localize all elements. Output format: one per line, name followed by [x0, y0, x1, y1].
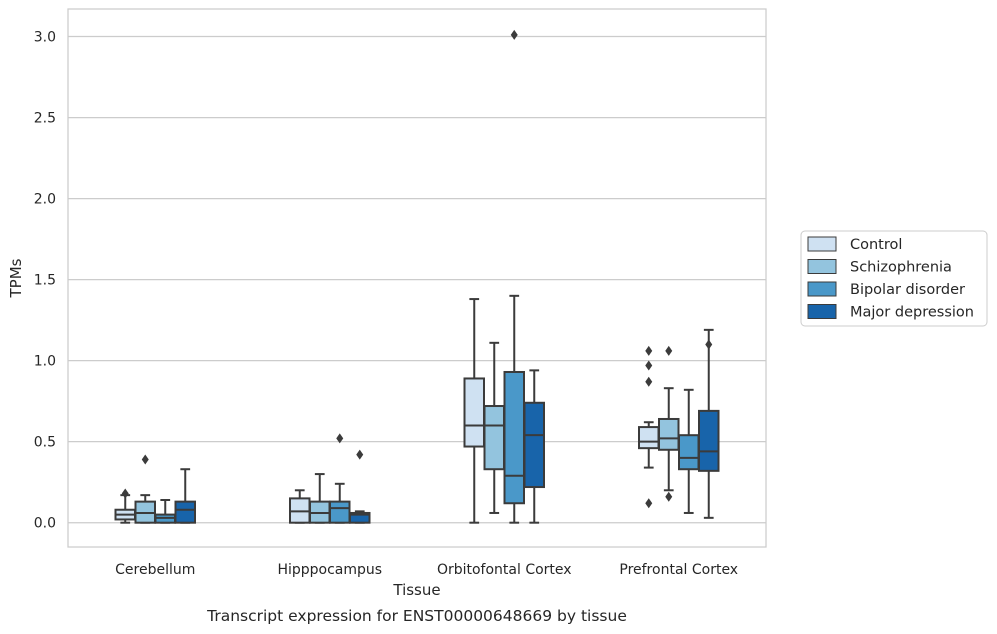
box-control [638, 345, 660, 509]
legend: Control Schizophrenia Bipolar disorder Majo… [800, 230, 988, 327]
legend-swatch [807, 236, 837, 252]
box-schizophrenia [134, 454, 156, 524]
y-tick-label: 0.5 [34, 435, 56, 451]
grid-lines [68, 35, 766, 524]
box-schizophrenia [483, 341, 505, 514]
box-group [114, 29, 720, 524]
legend-swatch [807, 281, 837, 297]
y-tick-label: 1.5 [34, 273, 56, 289]
box-major-depression [698, 328, 720, 519]
outlier-point [645, 376, 653, 387]
legend-swatch [807, 259, 837, 274]
box-body [329, 500, 351, 524]
box-major-depression [523, 369, 545, 524]
box-body [698, 409, 720, 472]
legend-label: Bipolar disorder [850, 282, 965, 298]
box-schizophrenia [658, 345, 680, 502]
x-tick-label: Orbitofontal Cortex [437, 562, 572, 578]
box-bipolar-disorder [503, 29, 525, 524]
y-tick-label: 2.5 [34, 111, 56, 127]
x-axis: Cerebellum Hipppocampus Orbitofontal Corte… [115, 562, 738, 578]
x-tick-label: Cerebellum [115, 562, 195, 578]
box-bipolar-disorder [154, 499, 176, 524]
outlier-point [121, 488, 129, 499]
y-axis-label: TPMs [7, 258, 25, 298]
legend-label: Schizophrenia [850, 260, 952, 276]
box-control [463, 298, 485, 524]
y-tick-label: 2.0 [34, 192, 56, 208]
box-body [638, 426, 660, 450]
box-body [658, 417, 680, 451]
x-axis-label: Tissue [392, 581, 440, 599]
outlier-point [645, 498, 653, 509]
box-major-depression [349, 449, 371, 524]
legend-frame [800, 230, 988, 327]
box-major-depression [174, 468, 196, 524]
box-control [289, 489, 311, 524]
y-tick-label: 3.0 [34, 30, 56, 46]
box-body [678, 434, 700, 471]
box-body [503, 370, 525, 505]
legend-label: Major depression [850, 305, 974, 321]
outlier-point [665, 345, 673, 356]
outlier-point [705, 339, 713, 350]
plot-frame [67, 8, 767, 548]
y-tick-label: 1.0 [34, 354, 56, 370]
box-body [483, 405, 505, 471]
outlier-point [141, 454, 149, 465]
chart-caption: Transcript expression for ENST0000064866… [206, 607, 627, 625]
outlier-point [356, 449, 364, 460]
outlier-point [510, 29, 518, 40]
x-tick-label: Prefrontal Cortex [619, 562, 738, 578]
box-bipolar-disorder [329, 433, 351, 524]
y-axis: 0.0 0.5 1.0 1.5 2.0 2.5 3.0 [34, 30, 56, 532]
y-tick-label: 0.0 [34, 516, 56, 532]
outlier-point [336, 433, 344, 444]
box-schizophrenia [309, 473, 331, 524]
legend-label: Control [850, 237, 902, 253]
box-control [114, 488, 136, 524]
box-body [523, 401, 545, 489]
legend-swatch [807, 304, 837, 319]
box-body [463, 377, 485, 448]
box-body [174, 500, 196, 524]
box-body [349, 511, 371, 524]
outlier-point [665, 491, 673, 502]
box-bipolar-disorder [678, 388, 700, 514]
x-tick-label: Hipppocampus [277, 562, 382, 578]
outlier-point [645, 345, 653, 356]
outlier-point [645, 360, 653, 371]
